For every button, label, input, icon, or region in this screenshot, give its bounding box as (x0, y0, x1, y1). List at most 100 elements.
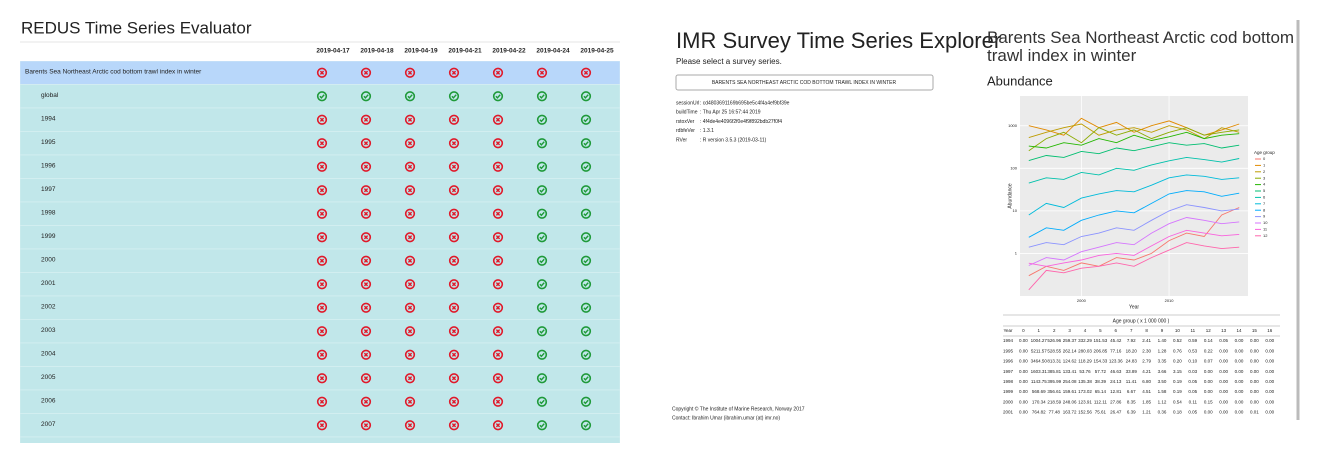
pass-icon (580, 279, 592, 290)
icon-cross (451, 423, 457, 428)
icon-ring (360, 67, 372, 78)
table-cell: 0.05 (1188, 410, 1197, 415)
icon-cross (363, 282, 369, 287)
icon-ring (404, 91, 416, 102)
icon-ring (404, 255, 416, 266)
fail-icon (316, 326, 328, 337)
table-cell: 1.12 (1158, 399, 1167, 404)
row-label: 2003 (41, 327, 56, 334)
icon-cross (319, 258, 325, 263)
table-header: 1 (1038, 328, 1041, 333)
table-cell: 0.20 (1173, 359, 1182, 364)
table-cell: 118.29 (1078, 359, 1092, 364)
table-cell: 2001 (1003, 410, 1014, 415)
icon-cross (451, 188, 457, 193)
panel-title: Barents Sea Northeast Arctic cod bottom … (987, 28, 1295, 65)
row-label: 2008 (41, 444, 56, 451)
fail-icon (492, 396, 504, 407)
table-cell: 0.00 (1250, 379, 1259, 384)
table-cell: 0.00 (1265, 379, 1274, 384)
icon-ring (492, 396, 504, 407)
icon-cross (407, 376, 413, 381)
icon-cross (363, 399, 369, 404)
row-label: 2002 (41, 303, 56, 310)
table-cell: 1.21 (1142, 410, 1151, 415)
footer: Contact: Ibrahim Umar (ibrahim.umar (at)… (672, 415, 780, 421)
icon-check (539, 188, 545, 193)
table-cell: 0.00 (1019, 359, 1028, 364)
meta-value: : cd4803691169b695be5c4f4a4ef9bf39e (700, 100, 790, 106)
table-cell: 77.16 (1110, 348, 1122, 353)
icon-cross (495, 423, 501, 428)
app-title: REDUS Time Series Evaluator (21, 18, 252, 37)
icon-ring (360, 161, 372, 172)
table-cell: 1603.31 (1031, 369, 1048, 374)
pass-icon (580, 232, 592, 243)
icon-ring (538, 444, 547, 453)
fail-icon (404, 114, 416, 125)
pass-icon (404, 91, 416, 102)
icon-ring (536, 420, 548, 431)
table-cell: 173.02 (1078, 389, 1092, 394)
icon-ring (316, 91, 328, 102)
icon-ring (404, 114, 416, 125)
column-header: 2019-04-19 (404, 48, 438, 55)
pass-icon (536, 255, 548, 266)
icon-cross (319, 376, 325, 381)
icon-ring (360, 138, 372, 149)
icon-ring (404, 349, 416, 360)
table-cell: 1995 (1003, 348, 1014, 353)
fail-icon (404, 161, 416, 172)
icon-cross (363, 117, 369, 122)
icon-check (583, 141, 589, 146)
icon-ring (580, 67, 592, 78)
table-cell: 1999 (1003, 389, 1014, 394)
fail-icon (492, 161, 504, 172)
fail-icon (404, 67, 416, 78)
icon-cross (408, 447, 411, 450)
table-row (20, 413, 620, 438)
fail-icon (492, 114, 504, 125)
group (1028, 117, 1240, 291)
table-cell: 0.05 (1188, 389, 1197, 394)
table-cell: 0.00 (1235, 359, 1244, 364)
icon-check (539, 352, 545, 358)
table-cell: 1994 (1003, 338, 1014, 343)
table-cell: 206.85 (1094, 348, 1108, 353)
table-cell: 57.72 (1095, 369, 1107, 374)
table-cell: 528.55 (1047, 348, 1061, 353)
column-header: 2019-04-21 (448, 48, 482, 55)
meta-value: : 1.3.1 (700, 128, 714, 134)
icon-ring (316, 208, 328, 219)
icon-ring (536, 396, 548, 407)
meta-key: RVer (676, 138, 687, 144)
table-cell: 0.18 (1173, 410, 1182, 415)
icon-cross (319, 70, 325, 75)
icon-ring (492, 67, 504, 78)
fail-icon (448, 161, 460, 172)
table-cell: 0.00 (1235, 369, 1244, 374)
pass-icon (448, 91, 460, 102)
series-button[interactable] (675, 74, 934, 91)
legend-label: 10 (1263, 220, 1268, 225)
icon-ring (362, 444, 371, 453)
icon-ring (316, 373, 328, 384)
table-cell: 12.81 (1110, 389, 1122, 394)
table-cell: 0.00 (1265, 399, 1274, 404)
table-cell: 262.14 (1063, 348, 1077, 353)
table-header: 3 (1068, 328, 1071, 333)
table-cell: 6.39 (1127, 410, 1136, 415)
icon-ring (536, 91, 548, 102)
fail-icon (450, 444, 459, 453)
legend-label: 7 (1263, 201, 1266, 206)
icon-ring (492, 302, 504, 313)
icon-cross (319, 352, 325, 357)
row-label: 2007 (41, 421, 56, 428)
icon-cross (495, 117, 501, 122)
icon-ring (536, 161, 548, 172)
pass-icon (582, 444, 591, 453)
icon-cross (319, 164, 325, 169)
pass-icon (580, 420, 592, 431)
icon-ring (536, 373, 548, 384)
icon-cross (407, 352, 413, 357)
